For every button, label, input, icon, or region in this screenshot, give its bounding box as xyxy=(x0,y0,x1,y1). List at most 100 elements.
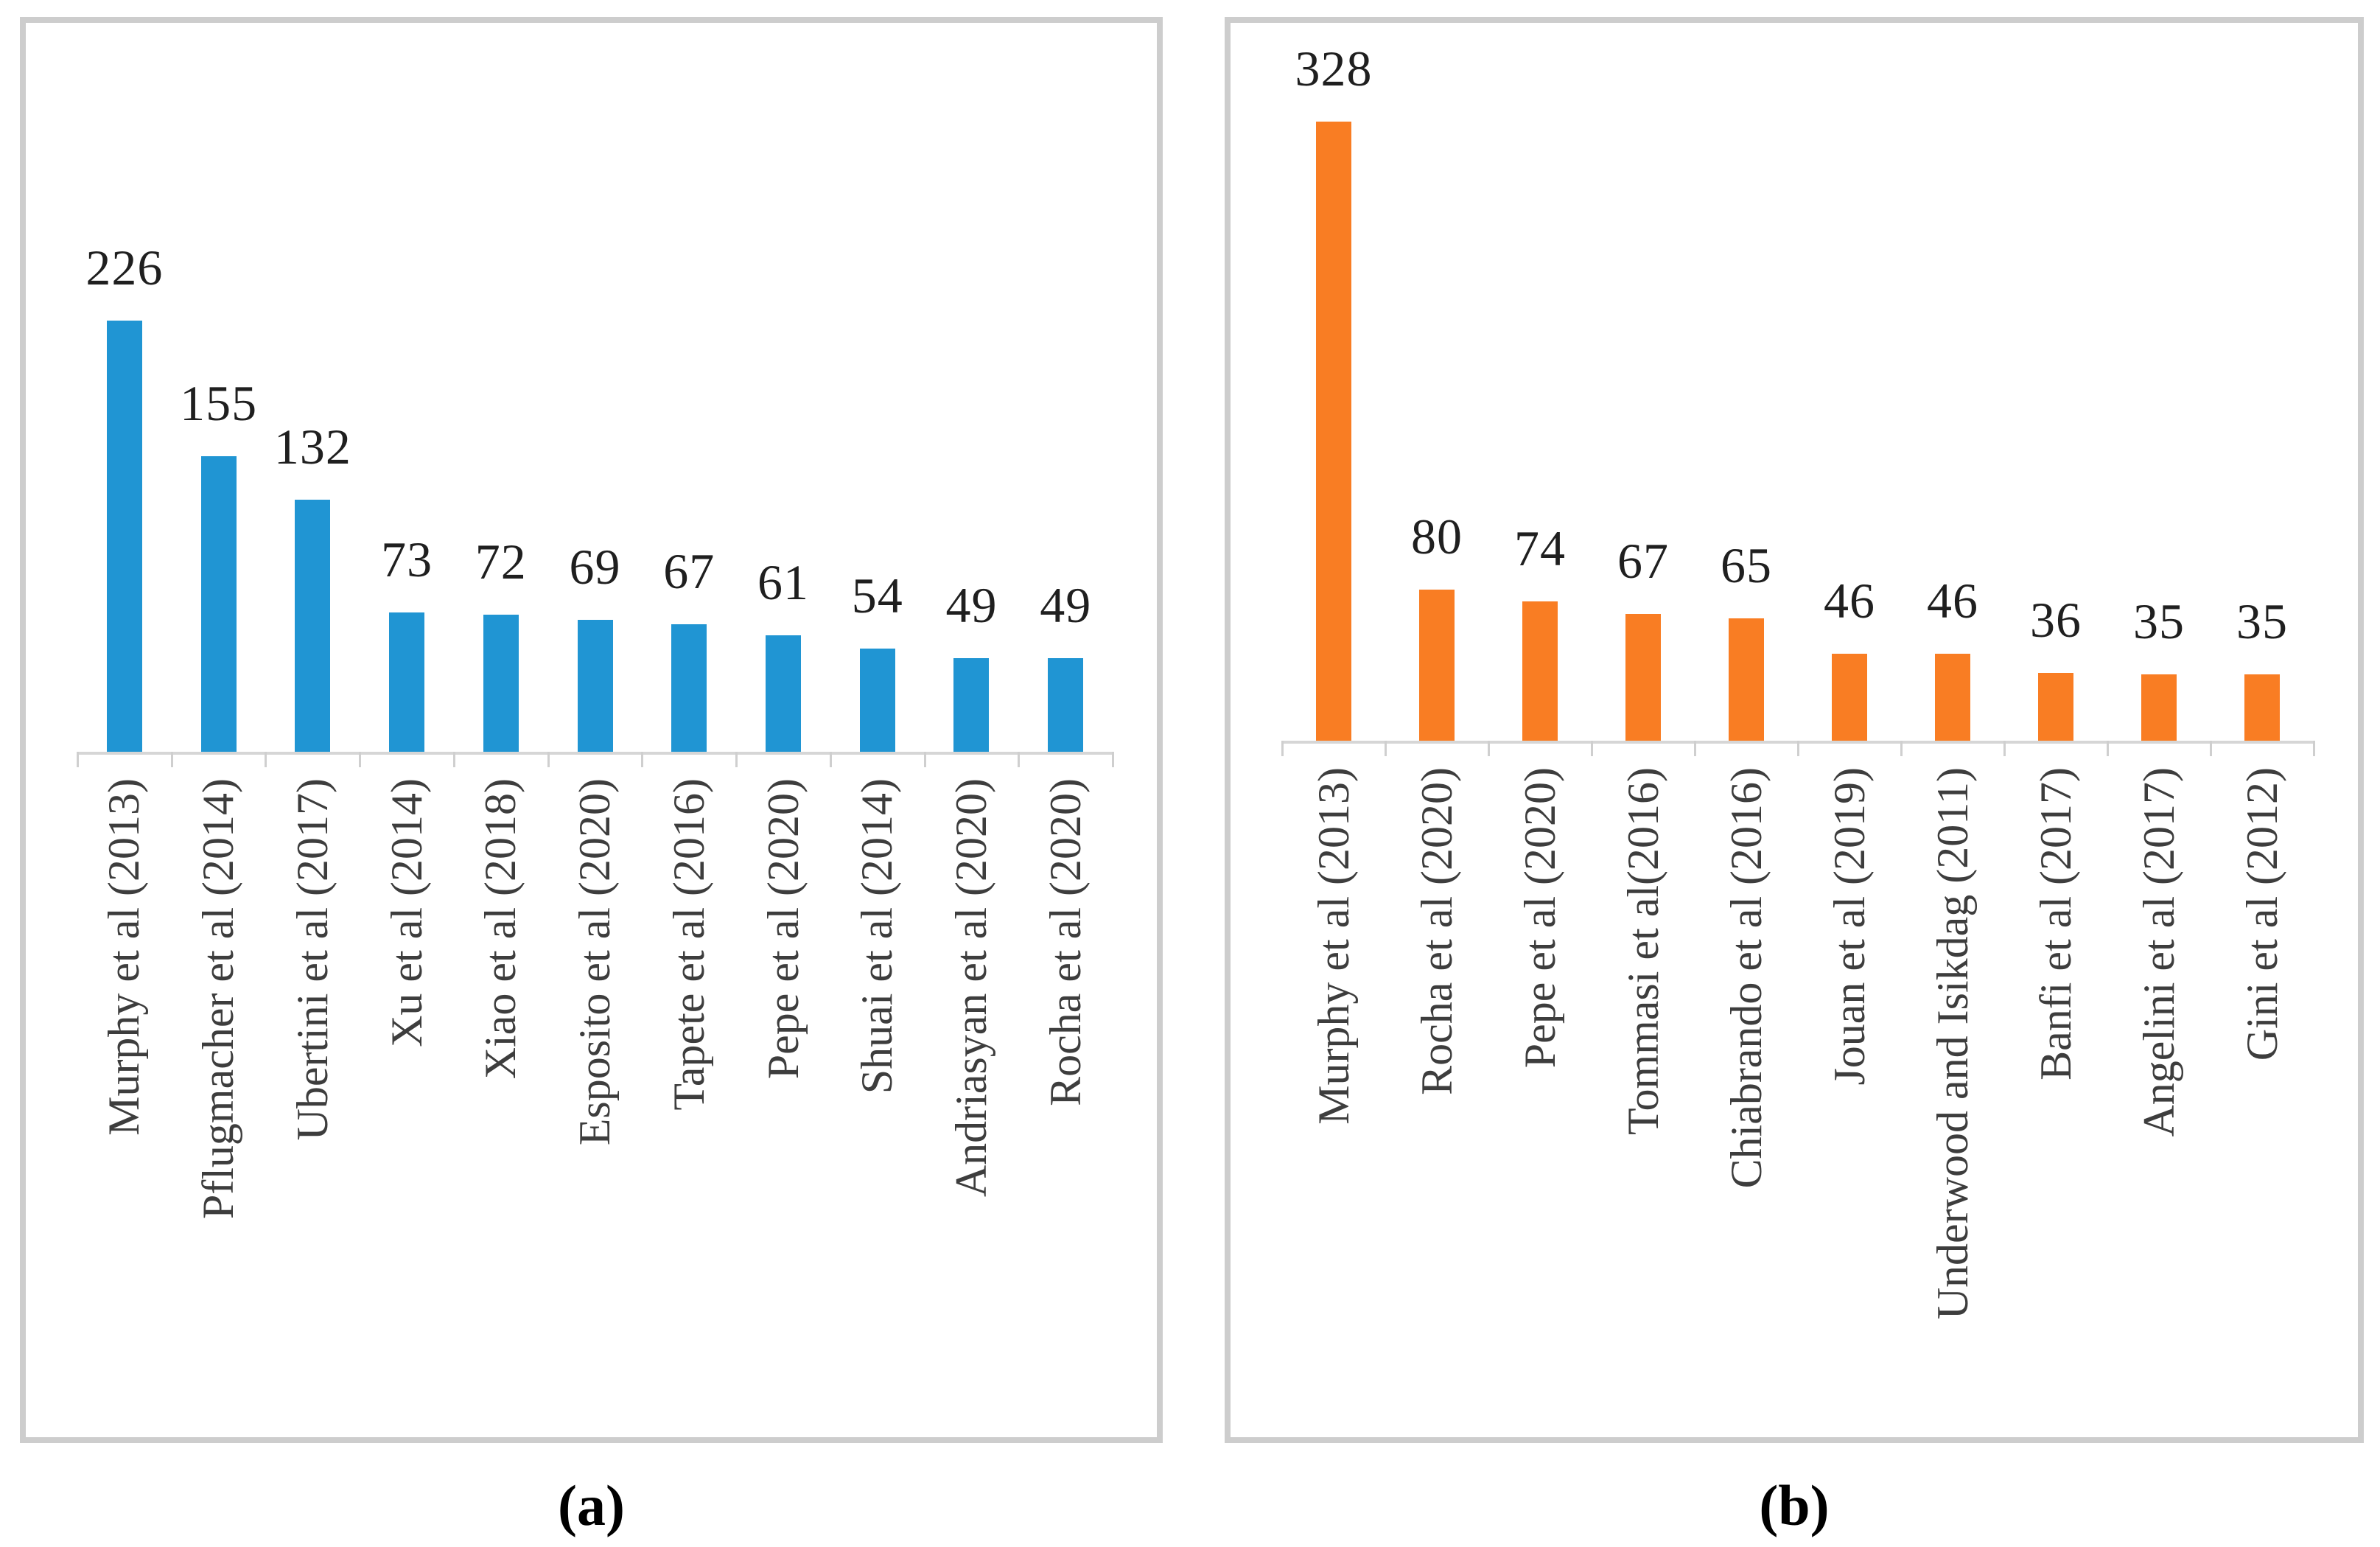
bar-value-label: 226 xyxy=(85,240,164,296)
bar-value-label: 35 xyxy=(2236,593,2288,649)
category-label: Gini et al (2012) xyxy=(2237,767,2286,1061)
bar-slot: 35 xyxy=(2211,23,2314,741)
bar xyxy=(1522,601,1558,741)
category-label-cell: Xiao et al (2018) xyxy=(454,755,548,1437)
plot-area-b: 328 80 74 67 65 46 46 36 35 35 xyxy=(1281,23,2315,756)
category-label: Tommasi et al(2016) xyxy=(1618,767,1667,1136)
plot-area-a: 226 155 132 73 72 69 67 61 54 49 49 xyxy=(77,23,1114,767)
category-label: Banfi et al (2017) xyxy=(2031,767,2080,1080)
category-label: Murphy et al (2013) xyxy=(99,778,149,1136)
bar xyxy=(1729,618,1764,741)
category-label-cell: Xu et al (2014) xyxy=(360,755,454,1437)
category-label: Rocha et al (2020) xyxy=(1412,767,1461,1095)
category-label-cell: Angelini et al (2017) xyxy=(2107,744,2211,1437)
bar-value-label: 36 xyxy=(2030,592,2082,648)
axis-tick xyxy=(641,752,644,767)
category-label-cell: Tommasi et al(2016) xyxy=(1592,744,1695,1437)
axis-tick xyxy=(923,752,926,767)
axis-tick xyxy=(1591,741,1593,756)
bar-slot: 328 xyxy=(1282,23,1385,741)
category-label: Tapete et al (2016) xyxy=(664,778,713,1111)
bar-slot: 61 xyxy=(736,23,830,752)
axis-tick xyxy=(1488,741,1490,756)
category-label-cell: Jouan et al (2019) xyxy=(1798,744,1901,1437)
bar-slot: 65 xyxy=(1695,23,1798,741)
category-label-cell: Murphy et al (2013) xyxy=(77,755,172,1437)
bar xyxy=(295,500,331,752)
caption-a: (a) xyxy=(558,1473,625,1537)
category-label: Angelini et al (2017) xyxy=(2134,767,2183,1137)
category-label: Murphy et al (2013) xyxy=(1309,767,1358,1125)
category-label-cell: Pepe et al (2020) xyxy=(736,755,830,1437)
category-label: Jouan et al (2019) xyxy=(1824,767,1874,1086)
bar-slot: 155 xyxy=(172,23,266,752)
bar-value-label: 72 xyxy=(475,534,527,590)
bar xyxy=(1625,614,1661,741)
bar xyxy=(1832,654,1867,741)
category-label: Pepe et al (2020) xyxy=(758,778,808,1080)
category-label-cell: Rocha et al (2020) xyxy=(1018,755,1113,1437)
bar-value-label: 67 xyxy=(1617,533,1669,589)
category-label-cell: Rocha et al (2020) xyxy=(1385,744,1488,1437)
bar-value-label: 69 xyxy=(569,539,621,595)
category-axis-b: Murphy et al (2013) Rocha et al (2020) Pep… xyxy=(1282,744,2314,1437)
bar-value-label: 49 xyxy=(945,577,998,633)
bar xyxy=(577,620,613,752)
axis-tick xyxy=(2107,741,2109,756)
category-label: Ubertini et al (2017) xyxy=(287,778,337,1141)
category-label-cell: Banfi et al (2017) xyxy=(2004,744,2107,1437)
bar-slot: 49 xyxy=(925,23,1019,752)
category-label-cell: Chiabrando et al (2016) xyxy=(1695,744,1798,1437)
axis-tick xyxy=(1112,752,1114,767)
bar-slot: 67 xyxy=(642,23,736,752)
axis-tick xyxy=(1900,741,1903,756)
bar-value-label: 65 xyxy=(1721,537,1772,593)
bars-group-b: 328 80 74 67 65 46 46 36 35 35 xyxy=(1282,23,2314,741)
bar-slot: 36 xyxy=(2004,23,2107,741)
bar xyxy=(389,612,425,752)
bar-slot: 73 xyxy=(360,23,454,752)
bar-slot: 69 xyxy=(548,23,643,752)
bar xyxy=(1316,122,1351,741)
axis-tick xyxy=(1694,741,1696,756)
category-label: Xu et al (2014) xyxy=(382,778,431,1047)
axis-tick xyxy=(2210,741,2212,756)
bar-value-label: 73 xyxy=(381,531,433,587)
bar-value-label: 155 xyxy=(180,375,258,431)
category-label-cell: Andriasyan et al (2020) xyxy=(925,755,1019,1437)
category-label: Pflugmacher et al (2014) xyxy=(194,778,243,1220)
category-label-cell: Underwood and Isikdag (2011) xyxy=(1901,744,2004,1437)
axis-tick xyxy=(452,752,455,767)
chart-panel-a: 226 155 132 73 72 69 67 61 54 49 49 Murphy et al (… xyxy=(20,17,1163,1443)
bar-slot: 132 xyxy=(265,23,360,752)
category-label: Esposito et al (2020) xyxy=(570,778,620,1146)
caption-b: (b) xyxy=(1759,1473,1830,1537)
category-axis-a: Murphy et al (2013) Pflugmacher et al (20… xyxy=(77,755,1113,1437)
bar-value-label: 54 xyxy=(851,568,903,624)
bar-value-label: 46 xyxy=(1824,573,1875,629)
category-label-cell: Pflugmacher et al (2014) xyxy=(172,755,266,1437)
bar-value-label: 67 xyxy=(663,543,715,599)
bar-value-label: 35 xyxy=(2133,593,2185,649)
bar-slot: 226 xyxy=(77,23,172,752)
bar xyxy=(2038,673,2073,741)
bar xyxy=(200,456,237,752)
bar xyxy=(671,624,707,752)
axis-tick xyxy=(1797,741,1799,756)
bar xyxy=(106,321,142,752)
bar-slot: 49 xyxy=(1018,23,1113,752)
axis-tick xyxy=(1385,741,1387,756)
bar xyxy=(2141,674,2177,741)
axis-tick xyxy=(1018,752,1021,767)
category-label-cell: Murphy et al (2013) xyxy=(1282,744,1385,1437)
bar-slot: 35 xyxy=(2107,23,2211,741)
bars-group-a: 226 155 132 73 72 69 67 61 54 49 49 xyxy=(77,23,1113,752)
category-label: Shuai et al (2014) xyxy=(853,778,902,1094)
axis-tick xyxy=(1281,741,1284,756)
category-label-cell: Ubertini et al (2017) xyxy=(265,755,360,1437)
bar-value-label: 328 xyxy=(1295,41,1373,97)
bar xyxy=(1419,590,1455,741)
bar-slot: 46 xyxy=(1901,23,2004,741)
axis-tick xyxy=(2313,741,2315,756)
